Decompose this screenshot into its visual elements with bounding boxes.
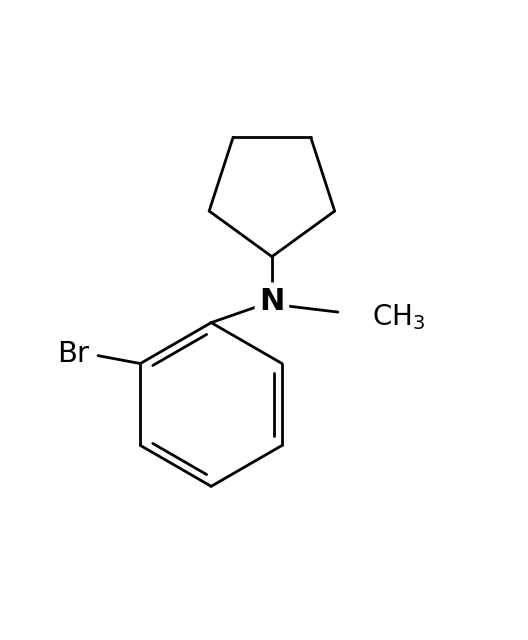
Text: N: N — [259, 287, 285, 316]
Text: Br: Br — [56, 340, 89, 368]
Text: CH$_3$: CH$_3$ — [372, 303, 426, 332]
